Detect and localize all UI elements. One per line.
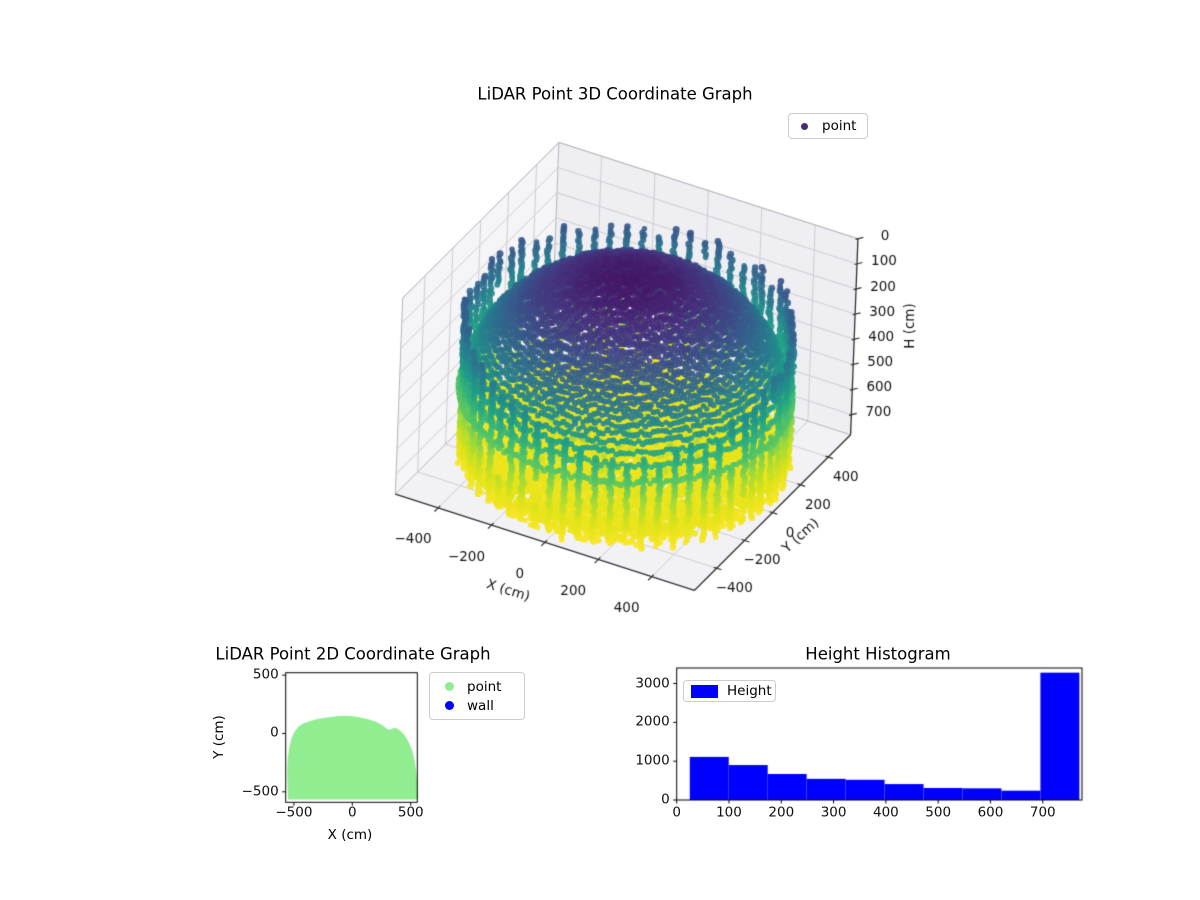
plot2d-ytick-label: 500 [252,666,279,683]
hist-title: Height Histogram [805,644,951,664]
point-marker-icon [445,682,454,691]
plot2d-title: LiDAR Point 2D Coordinate Graph [215,644,491,664]
hist-xtick-label: 500 [925,804,952,821]
plot2d-xtick-label: 0 [348,804,357,821]
plot2d-xtick-label: −500 [275,804,313,821]
plot3d-legend-label: point [822,118,857,134]
plot3d-title: LiDAR Point 3D Coordinate Graph [477,84,753,104]
hist-legend: Height [683,680,776,702]
hist-xtick-label: 400 [872,804,899,821]
height-patch-icon [691,684,718,698]
plot2d-ytick-label: −500 [241,783,279,800]
hist-ytick-label: 1000 [635,752,670,769]
hist-ytick-label: 3000 [635,674,670,691]
scatter-point-marker-icon [801,122,808,130]
hist-ytick-label: 2000 [635,713,670,730]
plot2d-ytick-label: 0 [270,724,279,741]
hist-xtick-label: 300 [820,804,847,821]
hist-xtick-label: 200 [768,804,795,821]
hist-xtick-label: 100 [716,804,742,821]
hist-xtick-label: 0 [672,804,681,821]
wall-marker-icon [445,701,454,710]
plot2d-ylabel: Y (cm) [211,715,227,759]
hist-ytick-label: 0 [661,791,670,808]
hist-xtick-label: 700 [1029,804,1056,821]
plot3d-legend: point [788,113,868,139]
plot2d-legend: point wall [429,672,525,720]
hist-legend-label: Height [727,683,772,699]
plot2d-xtick-label: 500 [397,804,424,821]
plot2d-legend-label-point: point [467,678,502,695]
hist-xtick-label: 600 [977,804,1004,821]
plot2d-legend-label-wall: wall [467,697,494,714]
plot2d-xlabel: X (cm) [327,827,373,843]
